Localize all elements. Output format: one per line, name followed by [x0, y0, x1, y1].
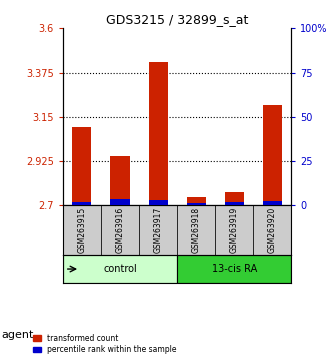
Bar — [63, 255, 177, 283]
Text: GSM263918: GSM263918 — [192, 207, 201, 253]
Bar — [101, 205, 139, 255]
Text: GSM263916: GSM263916 — [116, 207, 124, 253]
Text: GSM263915: GSM263915 — [77, 207, 86, 253]
Bar — [149, 62, 167, 205]
Bar — [263, 105, 282, 205]
Bar — [63, 205, 101, 255]
Bar — [111, 199, 129, 205]
Bar — [139, 205, 177, 255]
Bar — [111, 156, 129, 205]
Text: GSM263919: GSM263919 — [230, 207, 239, 253]
Title: GDS3215 / 32899_s_at: GDS3215 / 32899_s_at — [106, 13, 248, 26]
Bar — [177, 205, 215, 255]
Bar — [263, 201, 282, 205]
Text: agent: agent — [2, 330, 34, 339]
Bar — [215, 205, 253, 255]
Text: control: control — [103, 264, 137, 274]
Text: GSM263920: GSM263920 — [268, 207, 277, 253]
Bar — [177, 255, 291, 283]
Text: GSM263917: GSM263917 — [154, 207, 163, 253]
Bar — [225, 202, 244, 205]
Bar — [225, 192, 244, 205]
Bar — [72, 127, 91, 205]
Legend: transformed count, percentile rank within the sample: transformed count, percentile rank withi… — [30, 331, 180, 354]
Bar — [187, 202, 206, 205]
Bar — [253, 205, 291, 255]
Text: 13-cis RA: 13-cis RA — [212, 264, 257, 274]
Bar — [72, 202, 91, 205]
Bar — [187, 198, 206, 205]
Bar — [149, 200, 167, 205]
